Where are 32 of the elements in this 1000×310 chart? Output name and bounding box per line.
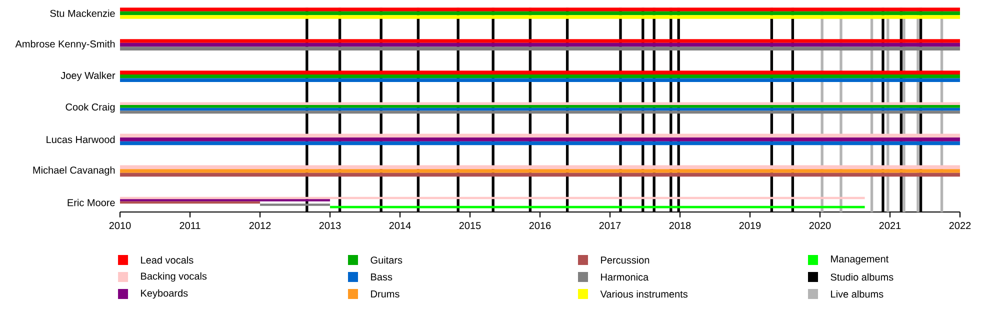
legend-label: Management: [831, 256, 889, 264]
legend-label: Percussion: [601, 256, 650, 264]
x-tick-label: 2010: [109, 222, 131, 230]
legend-label: Backing vocals: [141, 272, 207, 282]
text: Live albums: [831, 290, 884, 298]
x-tick-label: 2012: [249, 222, 271, 230]
x-tick-label: 2013: [319, 222, 341, 230]
y-tick-label: Cook Craig: [66, 103, 115, 113]
x-tick-label: 2015: [459, 222, 481, 230]
y-tick-label: Lucas Harwood: [46, 136, 115, 144]
y-tick-label: Joey Walker: [60, 72, 116, 81]
x-tick-label: 2019: [739, 222, 761, 230]
x-tick-label: 2016: [529, 222, 551, 230]
x-tick-label: 2022: [949, 222, 971, 230]
y-tick-label: Ambrose Kenny-Smith: [15, 40, 115, 50]
x-tick-label: 2014: [389, 222, 411, 230]
legend-label: Bass: [371, 273, 392, 280]
text: Studio albums: [830, 273, 894, 281]
x-tick-label: 2020: [809, 222, 831, 230]
legend-label: Drums: [371, 290, 400, 298]
legend-label: Harmonica: [601, 273, 649, 281]
x-tick-label: 2021: [879, 222, 901, 230]
y-tick-label: Eric Moore: [68, 198, 115, 206]
legend-label: Keyboards: [141, 289, 188, 299]
legend-label: Lead vocals: [141, 256, 194, 264]
y-tick-label: Stu Mackenzie: [50, 10, 115, 17]
y-tick-label: Michael Cavanagh: [33, 166, 115, 176]
legend-label: Various instruments: [600, 290, 688, 298]
x-tick-label: 2017: [599, 222, 621, 230]
x-tick-label: 2018: [669, 222, 691, 230]
x-tick-label: 2011: [180, 222, 200, 230]
legend-label: Guitars: [370, 256, 402, 264]
